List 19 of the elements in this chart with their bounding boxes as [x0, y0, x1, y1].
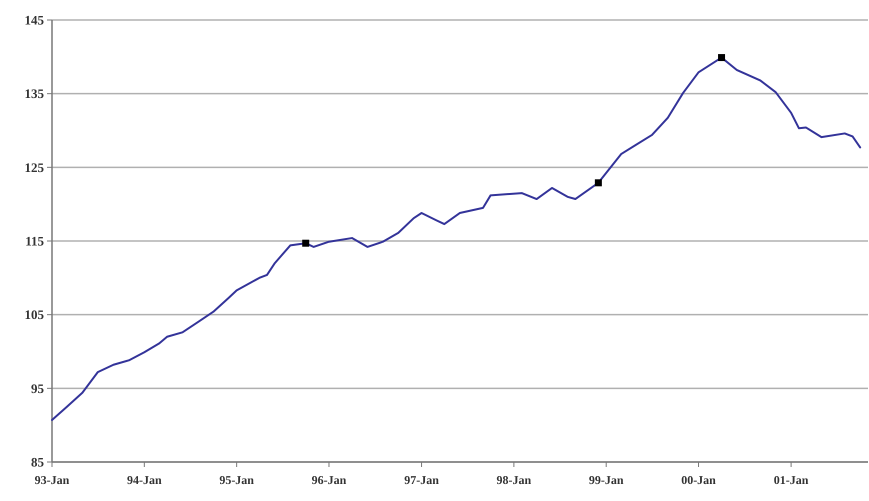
x-tick-label: 97-Jan — [404, 473, 440, 487]
y-tick-label: 135 — [24, 86, 44, 102]
x-tick-label: 00-Jan — [681, 473, 716, 487]
x-tick-label: 93-Jan — [34, 473, 70, 487]
point — [302, 240, 310, 247]
y-tick-label: 95 — [31, 380, 44, 396]
y-tick-label: 125 — [24, 160, 44, 175]
point — [718, 54, 726, 62]
y-tick-label: 145 — [24, 12, 44, 28]
x-tick-label: 94-Jan — [126, 473, 162, 487]
x-tick-label: 96-Jan — [312, 473, 347, 487]
x-tick-label: 99-Jan — [588, 473, 624, 487]
y-tick-label: 85 — [31, 454, 44, 470]
point — [594, 179, 602, 186]
x-tick-label: 01-Jan — [774, 473, 809, 487]
y-tick-label: 115 — [25, 234, 44, 249]
y-tick-label: 105 — [24, 307, 44, 322]
x-tick-label: 95-Jan — [219, 473, 254, 487]
x-tick-label: 98-Jan — [496, 473, 532, 487]
